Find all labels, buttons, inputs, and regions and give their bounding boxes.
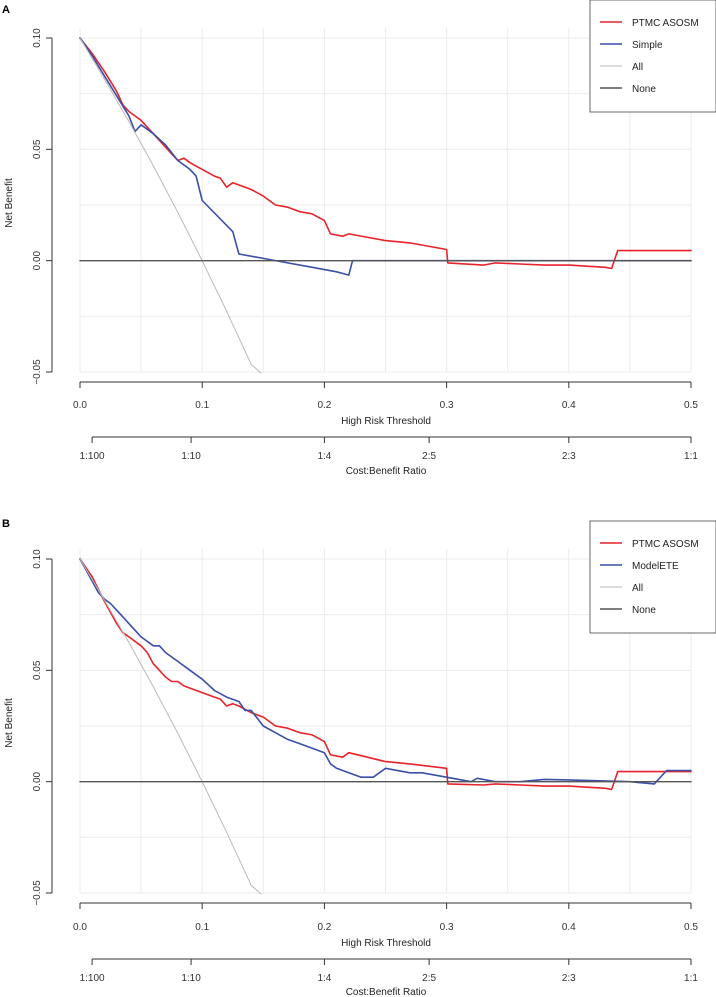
- y-tick-label: 0.00: [32, 771, 43, 791]
- series-line-ptmc-asosm: [79, 558, 692, 791]
- y-tick-label: −0.05: [32, 880, 43, 906]
- y-tick-label: 0.10: [32, 28, 43, 48]
- legend-label: Simple: [632, 40, 663, 51]
- legend-box: [589, 0, 716, 113]
- ratio-axis-title: Cost:Benefit Ratio: [346, 466, 427, 477]
- panel-letter: A: [2, 4, 10, 16]
- x-tick-label: 0.5: [684, 922, 698, 933]
- legend-label: All: [632, 62, 643, 73]
- ratio-tick-label: 2:5: [422, 451, 436, 462]
- series-lines: [79, 37, 692, 374]
- ratio-tick-label: 1:1: [684, 451, 698, 462]
- ratio-tick-label: 2:3: [562, 451, 576, 462]
- x-tick-label: 0.4: [562, 922, 576, 933]
- x-tick-label: 0.4: [562, 400, 576, 411]
- ratio-tick-label: 1:100: [80, 451, 105, 462]
- panel-b: B 0.10 0.05 0.00 −0.05 0.0 0.1 0.2 0.3 0.4 0.5 1:1…: [2, 518, 716, 997]
- y-tick-label: 0.05: [32, 139, 43, 159]
- y-tick-label: −0.05: [32, 359, 43, 385]
- legend: PTMC ASOSM Simple All None: [589, 0, 716, 113]
- ratio-tick-label: 2:3: [562, 973, 576, 984]
- y-tick-label: 0.05: [32, 660, 43, 680]
- x-tick-label: 0.3: [440, 922, 454, 933]
- x-tick-label: 0.1: [195, 922, 209, 933]
- x-axis-title: High Risk Threshold: [341, 416, 431, 427]
- panel-letter: B: [2, 518, 10, 530]
- y-tick-label: 0.00: [32, 250, 43, 270]
- x-tick-label: 0.5: [684, 400, 698, 411]
- legend-label: None: [632, 605, 656, 616]
- ratio-tick-label: 1:10: [181, 451, 201, 462]
- y-tick-label: 0.10: [32, 549, 43, 569]
- series-line-ptmc-asosm: [79, 37, 692, 270]
- legend: PTMC ASOSM ModelETE All None: [589, 520, 716, 634]
- ratio-tick-label: 1:4: [317, 451, 331, 462]
- x-tick-label: 0.0: [73, 922, 87, 933]
- x-axis-title: High Risk Threshold: [341, 938, 431, 949]
- legend-label: ModelETE: [632, 561, 679, 572]
- legend-box: [589, 520, 716, 634]
- legend-label: PTMC ASOSM: [632, 18, 699, 29]
- ratio-tick-label: 1:10: [181, 973, 201, 984]
- series-line-all: [79, 558, 262, 895]
- legend-label: None: [632, 84, 656, 95]
- panel-a: A 0.10 0.05 0.00 −0.05 0.0 0.1 0.2 0.3 0.4 0.5 1:1…: [2, 0, 716, 477]
- ratio-axis-title: Cost:Benefit Ratio: [346, 987, 427, 997]
- x-tick-label: 0.3: [440, 400, 454, 411]
- x-tick-label: 0.2: [317, 400, 331, 411]
- legend-label: PTMC ASOSM: [632, 539, 699, 550]
- ratio-tick-label: 1:100: [80, 973, 105, 984]
- axes: 0.10 0.05 0.00 −0.05 0.0 0.1 0.2 0.3 0.4 0.5 1:100…: [32, 28, 698, 462]
- ratio-tick-label: 1:4: [317, 973, 331, 984]
- y-axis-title: Net Benefit: [4, 698, 15, 748]
- x-tick-label: 0.1: [195, 400, 209, 411]
- x-tick-label: 0.0: [73, 400, 87, 411]
- ratio-tick-label: 1:1: [684, 973, 698, 984]
- series-line-all: [79, 37, 262, 374]
- axes: 0.10 0.05 0.00 −0.05 0.0 0.1 0.2 0.3 0.4 0.5 1:100…: [32, 549, 698, 984]
- legend-label: All: [632, 583, 643, 594]
- ratio-tick-label: 2:5: [422, 973, 436, 984]
- x-tick-label: 0.2: [317, 922, 331, 933]
- y-axis-title: Net Benefit: [4, 178, 15, 228]
- series-lines: [79, 558, 692, 895]
